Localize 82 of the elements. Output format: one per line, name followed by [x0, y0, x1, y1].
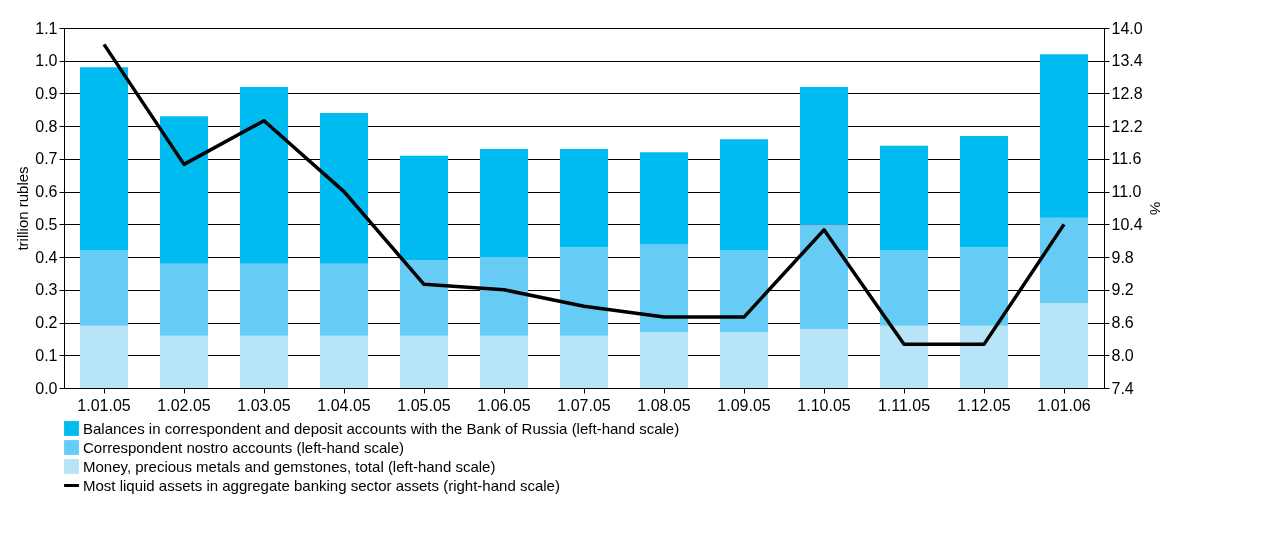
- bar: [80, 67, 128, 251]
- y2-tick-label: 9.8: [1111, 248, 1134, 266]
- legend-label: Correspondent nostro accounts (left-hand scale): [83, 438, 405, 456]
- bar: [960, 136, 1008, 248]
- x-tick-label: 1.09.05: [717, 396, 771, 414]
- bar: [320, 263, 368, 336]
- bar: [800, 224, 848, 330]
- bar: [880, 325, 928, 388]
- bar: [320, 113, 368, 264]
- y2-tick-label: 11.0: [1111, 183, 1142, 201]
- bar: [640, 244, 688, 333]
- x-tick-label: 1.02.05: [157, 396, 211, 414]
- bar: [400, 335, 448, 388]
- bar: [960, 325, 1008, 388]
- x-tick-label: 1.04.05: [317, 396, 371, 414]
- x-tick-label: 1.12.05: [957, 396, 1011, 414]
- y2-tick-label: 12.2: [1111, 117, 1143, 135]
- bar: [880, 145, 928, 251]
- bar: [80, 325, 128, 388]
- y2-axis-title: %: [1146, 201, 1164, 216]
- y-tick-label: 0.1: [35, 346, 58, 364]
- bar: [240, 335, 288, 388]
- y-tick-label: 0.2: [35, 314, 58, 332]
- y-tick-label: 0.5: [35, 215, 58, 233]
- x-tick-label: 1.06.05: [477, 396, 531, 414]
- y2-tick-label: 7.4: [1111, 379, 1134, 397]
- y-axis-title: trillion rubles: [14, 166, 32, 251]
- x-tick-label: 1.01.05: [77, 396, 131, 414]
- x-tick-label: 1.11.05: [877, 396, 931, 414]
- y-tick-label: 0.4: [35, 248, 58, 266]
- x-tick-label: 1.01.06: [1037, 396, 1091, 414]
- bar: [240, 86, 288, 264]
- y-tick-label: 0.9: [35, 84, 58, 102]
- y2-tick-label: 14.0: [1111, 19, 1143, 37]
- y-tick-label: 0.0: [35, 379, 58, 397]
- x-tick-label: 1.03.05: [237, 396, 291, 414]
- bar: [480, 257, 528, 336]
- bar: [160, 335, 208, 388]
- bar: [800, 86, 848, 225]
- legend-label: Most liquid assets in aggregate banking sector assets (right-hand scale): [83, 476, 560, 494]
- x-tick-label: 1.05.05: [397, 396, 451, 414]
- y-tick-label: 0.6: [35, 183, 58, 201]
- bar: [640, 152, 688, 244]
- bar: [960, 247, 1008, 326]
- y2-tick-label: 12.8: [1111, 84, 1143, 102]
- bar: [880, 250, 928, 326]
- x-tick-label: 1.10.05: [797, 396, 851, 414]
- y2-tick-label: 8.6: [1111, 314, 1134, 332]
- y2-tick-label: 9.2: [1111, 281, 1134, 299]
- legend-label: Money, precious metals and gemstones, total (left-hand scale): [83, 457, 496, 475]
- bar: [720, 250, 768, 333]
- bar: [160, 116, 208, 264]
- bar: [320, 335, 368, 388]
- bar: [240, 263, 288, 336]
- bar: [560, 149, 608, 248]
- bar: [400, 260, 448, 336]
- bar: [1040, 302, 1088, 388]
- bar: [1040, 217, 1088, 303]
- bar: [80, 250, 128, 326]
- y-tick-label: 0.3: [35, 281, 58, 299]
- bar: [160, 263, 208, 336]
- bar: [400, 155, 448, 261]
- bar: [1040, 54, 1088, 218]
- y-tick-label: 0.7: [35, 150, 58, 168]
- bar: [720, 139, 768, 251]
- y2-tick-label: 11.6: [1111, 150, 1142, 168]
- bar: [560, 335, 608, 388]
- y-tick-label: 1.1: [35, 19, 58, 37]
- legend-label: Balances in correspondent and deposit accounts with the Bank of Russia (left-hand scale): [83, 419, 680, 437]
- bar: [720, 332, 768, 388]
- x-tick-label: 1.08.05: [637, 396, 691, 414]
- y-tick-label: 1.0: [35, 52, 58, 70]
- bar: [480, 335, 528, 388]
- x-tick-label: 1.07.05: [557, 396, 611, 414]
- y-tick-label: 0.8: [35, 117, 58, 135]
- y2-tick-label: 8.0: [1111, 346, 1134, 364]
- bar: [480, 149, 528, 258]
- bar: [560, 247, 608, 336]
- y2-tick-label: 10.4: [1111, 215, 1143, 233]
- bar: [640, 332, 688, 388]
- bar: [800, 329, 848, 388]
- y2-tick-label: 13.4: [1111, 52, 1143, 70]
